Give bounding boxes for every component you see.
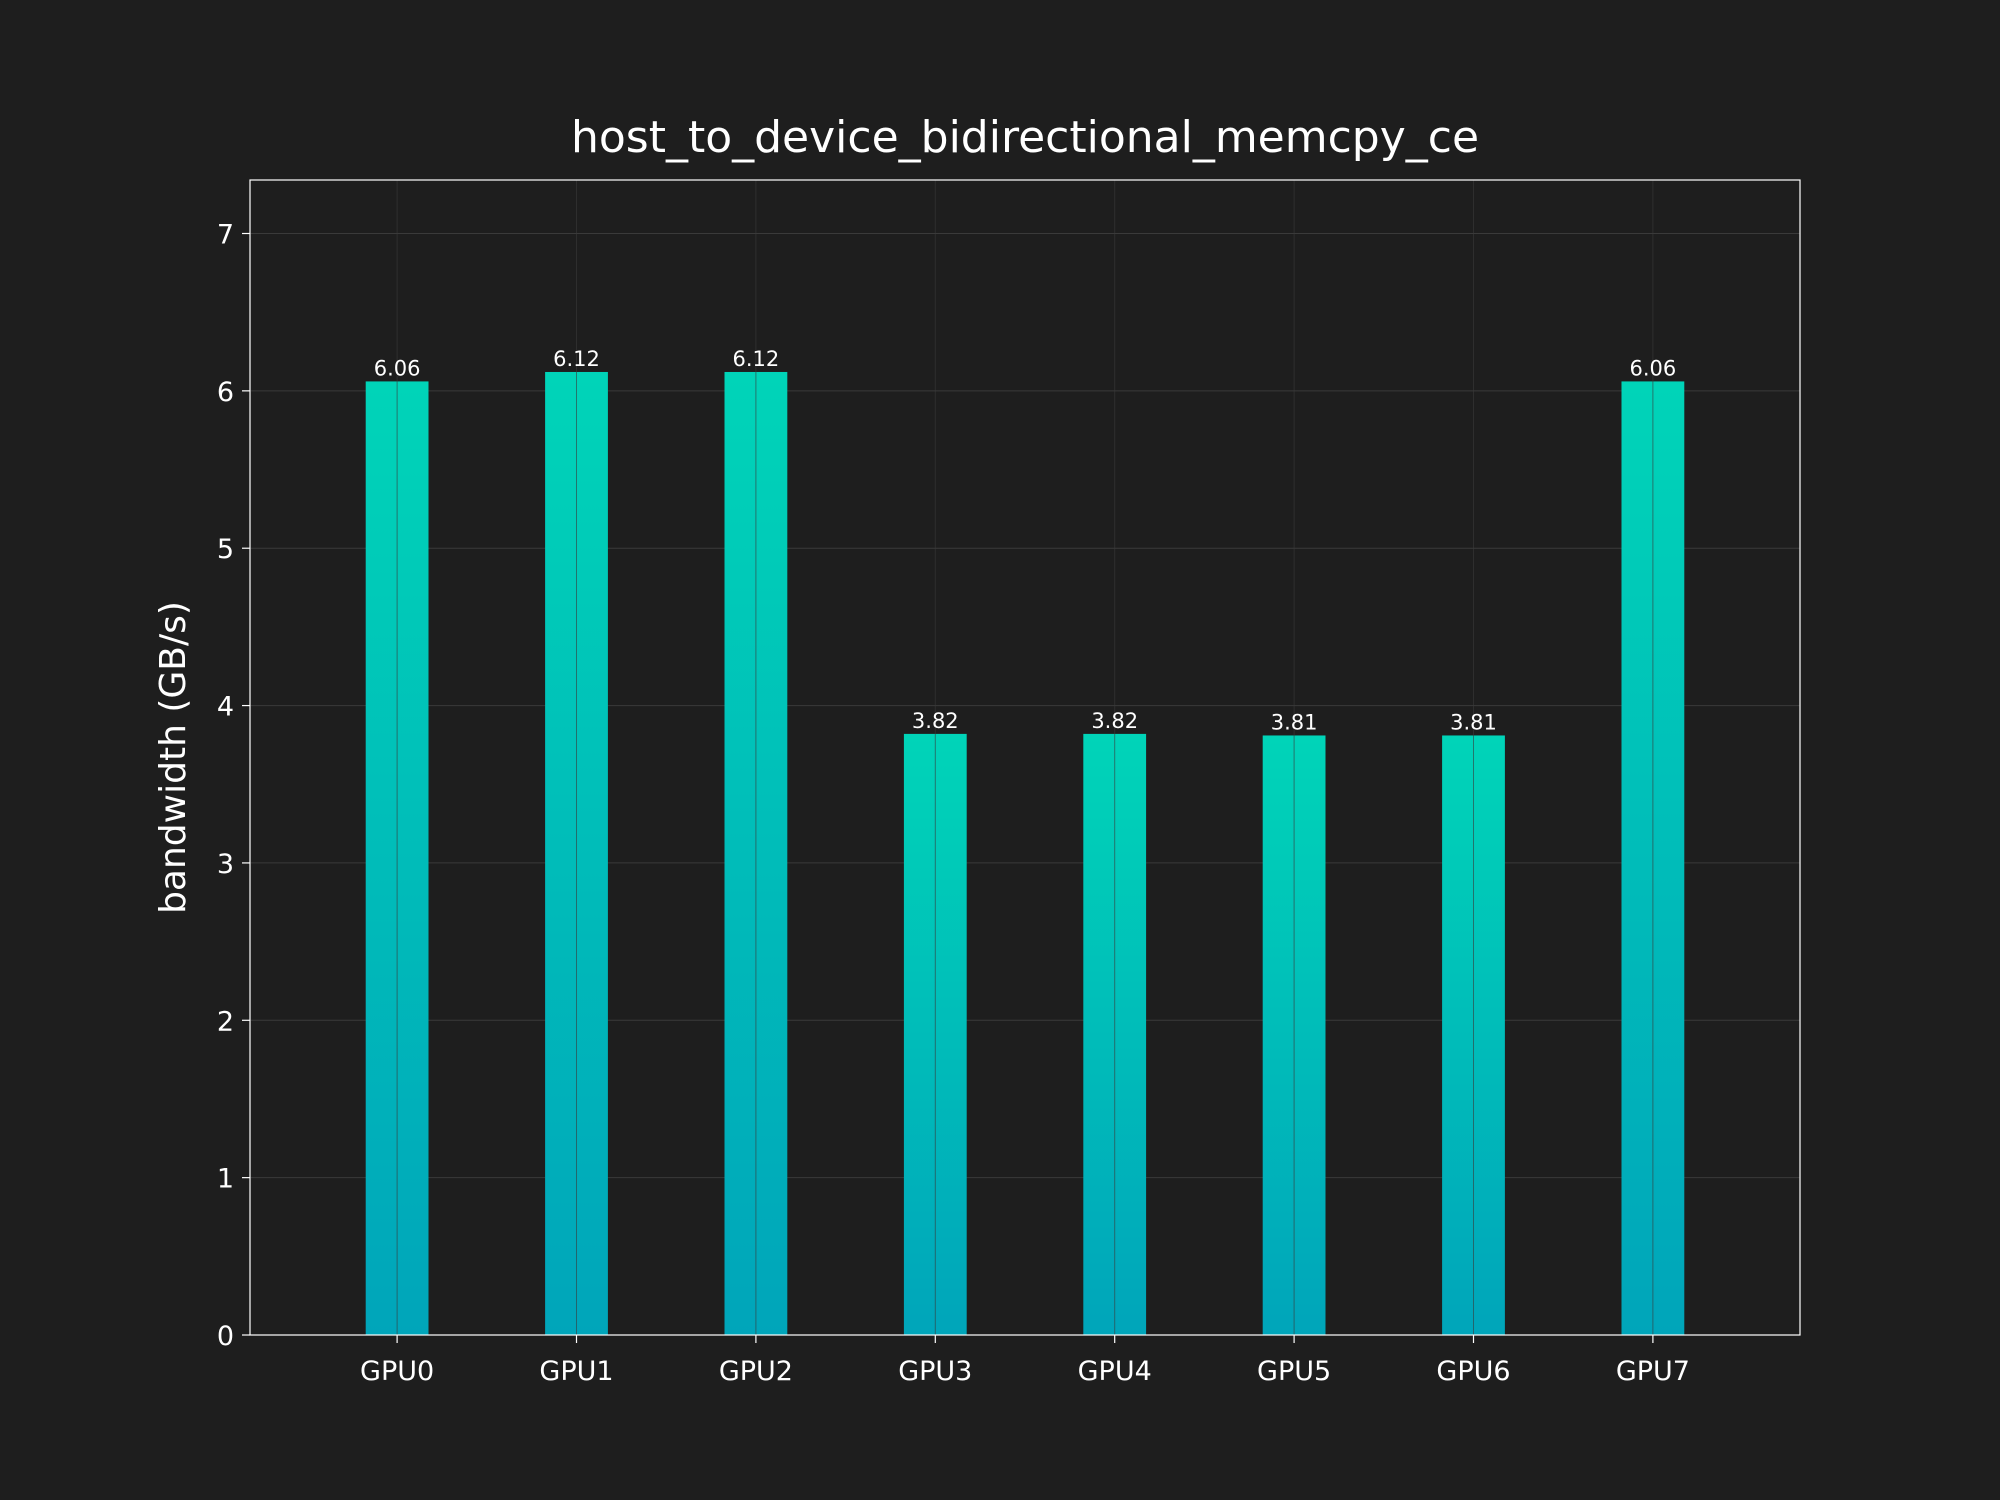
y-tick-label: 7 (217, 220, 234, 251)
y-tick-label: 1 (217, 1164, 234, 1195)
data-label-gpu1: 6.12 (553, 347, 600, 371)
x-axis-ticks: GPU0 GPU1 GPU2 GPU3 GPU4 GPU5 GPU6 GPU7 (360, 1335, 1690, 1387)
x-tick-label-gpu2: GPU2 (719, 1356, 793, 1387)
data-labels: 6.06 6.12 6.12 3.82 3.82 3.81 3.81 6.06 (374, 347, 1677, 734)
y-tick-label: 2 (217, 1006, 234, 1037)
data-label-gpu5: 3.81 (1271, 710, 1318, 734)
x-tick-label-gpu5: GPU5 (1257, 1356, 1331, 1387)
y-tick-label: 0 (217, 1321, 234, 1352)
y-tick-label: 5 (217, 534, 234, 565)
y-tick-label: 6 (217, 377, 234, 408)
x-tick-label-gpu7: GPU7 (1616, 1356, 1690, 1387)
data-label-gpu6: 3.81 (1450, 710, 1497, 734)
x-tick-label-gpu4: GPU4 (1078, 1356, 1152, 1387)
data-label-gpu7: 6.06 (1630, 356, 1677, 380)
x-tick-label-gpu1: GPU1 (539, 1356, 613, 1387)
data-label-gpu4: 3.82 (1091, 709, 1138, 733)
data-label-gpu3: 3.82 (912, 709, 959, 733)
data-label-gpu2: 6.12 (733, 347, 780, 371)
y-tick-label: 3 (217, 849, 234, 880)
plot-frame (249, 179, 1801, 1336)
x-tick-label-gpu6: GPU6 (1436, 1356, 1510, 1387)
vertical-grid-lines (396, 180, 1654, 1335)
y-axis-label: bandwidth (GB/s) (153, 601, 194, 914)
y-tick-label: 4 (217, 692, 234, 723)
grid-lines (250, 233, 1800, 1336)
x-tick-label-gpu0: GPU0 (360, 1356, 434, 1387)
data-label-gpu0: 6.06 (374, 356, 421, 380)
x-tick-label-gpu3: GPU3 (898, 1356, 972, 1387)
y-axis-ticks: 0 1 2 3 4 5 6 7 (217, 220, 250, 1352)
chart-title: host_to_device_bidirectional_memcpy_ce (571, 112, 1479, 163)
